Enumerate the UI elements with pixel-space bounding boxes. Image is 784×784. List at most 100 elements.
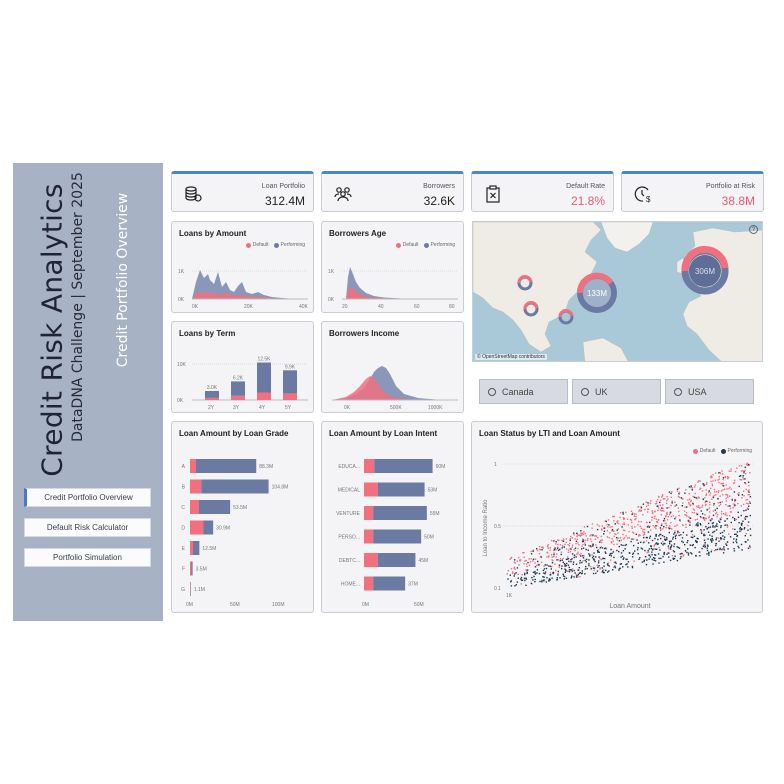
- nav-credit-portfolio-overview[interactable]: Credit Portfolio Overview: [24, 488, 151, 507]
- kpi-value: 312.4M: [264, 194, 305, 208]
- scatter-point-performing: [700, 529, 702, 531]
- scatter-point-performing: [533, 575, 535, 578]
- scatter-point-performing: [674, 518, 676, 520]
- kpi-portfolio-at-risk: $ Portfolio at Risk 38.8M: [621, 171, 764, 212]
- scatter-point-performing: [681, 537, 684, 539]
- scatter-point-default: [743, 495, 745, 497]
- scatter-point-default: [661, 523, 663, 525]
- scatter-point-performing: [684, 492, 686, 494]
- scatter-point-default: [525, 569, 527, 571]
- scatter-point-default: [633, 560, 635, 562]
- nav-portfolio-simulation[interactable]: Portfolio Simulation: [24, 548, 151, 567]
- scatter-point-default: [678, 487, 680, 489]
- nav-default-risk-calculator[interactable]: Default Risk Calculator: [24, 518, 151, 537]
- scatter-point-default: [726, 493, 728, 496]
- scatter-point-default: [640, 510, 642, 512]
- scatter-point-default: [517, 573, 519, 575]
- scatter-point-performing: [668, 531, 670, 534]
- scatter-point-performing: [741, 494, 744, 496]
- scatter-point-performing: [715, 549, 717, 551]
- scatter-point-default: [651, 516, 653, 518]
- country-button-usa[interactable]: USA: [665, 379, 754, 404]
- scatter-point-default: [667, 527, 670, 529]
- scatter-point-default: [616, 543, 618, 545]
- scatter-point-default: [547, 552, 549, 554]
- bar-total-label: 3.0K: [207, 385, 218, 391]
- scatter-point-default: [693, 509, 695, 511]
- scatter-point-default: [625, 535, 627, 537]
- scatter-point-performing: [711, 522, 714, 525]
- scatter-point-performing: [534, 572, 536, 574]
- donut-small-1[interactable]: [517, 275, 533, 291]
- scatter-point-performing: [687, 554, 690, 556]
- scatter-point-performing: [572, 561, 575, 563]
- scatter-point-performing: [712, 514, 715, 516]
- scatter-point-performing: [589, 555, 591, 557]
- scatter-point-performing: [742, 475, 744, 477]
- scatter-point-performing: [570, 548, 572, 550]
- scatter-point-performing: [747, 529, 749, 531]
- map-visual[interactable]: 133M 306M ? © OpenStreetMap contrib: [472, 221, 763, 362]
- scatter-point-performing: [706, 544, 709, 546]
- scatter-point-default: [662, 540, 664, 543]
- scatter-point-default: [716, 513, 719, 516]
- scatter-point-default: [521, 574, 523, 576]
- scatter-point-default: [665, 516, 667, 518]
- scatter-point-performing: [711, 535, 713, 537]
- bar-value-label: 37M: [408, 582, 418, 588]
- series-performing: [346, 267, 454, 299]
- scatter-point-default: [682, 555, 684, 557]
- scatter-point-default: [714, 479, 716, 481]
- scatter-point-default: [685, 514, 687, 516]
- scatter-point-default: [741, 497, 743, 499]
- scatter-point-performing: [592, 558, 595, 560]
- bar-performing: [203, 520, 214, 535]
- sidebar: [13, 163, 163, 621]
- scatter-point-performing: [715, 524, 717, 527]
- scatter-point-default: [723, 488, 726, 490]
- donut-uk[interactable]: 306M: [681, 245, 729, 295]
- scatter-point-default: [516, 560, 518, 562]
- scatter-point-default: [605, 548, 608, 550]
- country-button-uk[interactable]: UK: [572, 379, 661, 404]
- scatter-point-performing: [723, 538, 725, 540]
- scatter-point-default: [693, 512, 695, 514]
- scatter-point-default: [679, 520, 681, 522]
- scatter-point-performing: [704, 545, 707, 547]
- scatter-point-default: [665, 522, 667, 525]
- scatter-point-performing: [521, 579, 524, 582]
- scatter-point-default: [604, 520, 606, 522]
- donut-small-2[interactable]: [523, 301, 539, 317]
- category-label: D: [181, 526, 185, 532]
- scatter-point-performing: [563, 575, 566, 578]
- help-icon[interactable]: ?: [749, 225, 758, 234]
- scatter-point-performing: [652, 563, 654, 565]
- scatter-point-default: [507, 569, 509, 572]
- scatter-point-performing: [686, 534, 688, 536]
- scatter-point-performing: [746, 515, 748, 518]
- scatter-point-performing: [749, 514, 751, 517]
- scatter-point-performing: [607, 571, 609, 573]
- scatter-point-performing: [649, 521, 651, 524]
- scatter-point-default: [721, 470, 723, 472]
- scatter-point-performing: [632, 552, 635, 554]
- country-button-canada[interactable]: Canada: [479, 379, 568, 404]
- scatter-point-performing: [534, 570, 536, 573]
- scatter-point-performing: [557, 549, 560, 551]
- scatter-point-performing: [599, 547, 602, 549]
- scatter-point-performing: [631, 538, 633, 540]
- scatter-point-performing: [622, 513, 624, 515]
- scatter-point-performing: [586, 567, 588, 570]
- scatter-point-performing: [680, 534, 682, 536]
- chart-title: Loan Status by LTI and Loan Amount: [479, 429, 620, 438]
- map-attribution[interactable]: © OpenStreetMap contributors: [475, 354, 547, 360]
- scatter-point-default: [725, 504, 727, 506]
- scatter-point-default: [692, 503, 694, 506]
- scatter-point-default: [523, 556, 525, 558]
- scatter-point-default: [718, 476, 720, 478]
- scatter-point-performing: [678, 493, 680, 495]
- donut-small-3[interactable]: [558, 309, 574, 325]
- scatter-point-performing: [526, 572, 528, 575]
- scatter-point-default: [582, 560, 584, 562]
- donut-usa[interactable]: 133M: [576, 272, 617, 313]
